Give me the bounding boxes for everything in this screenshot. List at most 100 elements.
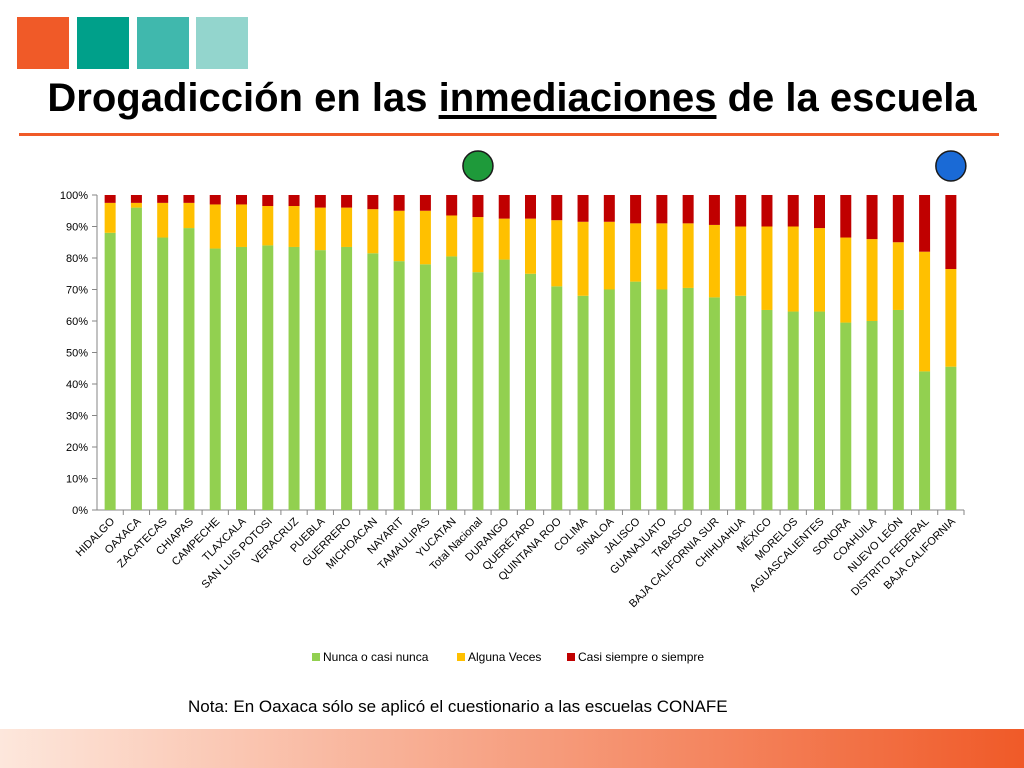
bar-3 xyxy=(735,195,747,227)
bar-3 xyxy=(761,195,773,227)
bar-1 xyxy=(761,309,773,510)
bar-1 xyxy=(787,311,799,510)
bar-3 xyxy=(603,195,615,222)
bar-1 xyxy=(708,297,720,510)
bar-2 xyxy=(630,223,642,282)
bar-3 xyxy=(656,195,668,224)
bar-3 xyxy=(525,195,536,219)
footnote: Nota: En Oaxaca sólo se aplicó el cuesti… xyxy=(188,697,728,716)
bar-3 xyxy=(446,195,458,216)
decor-square-2 xyxy=(77,17,129,69)
bar-3 xyxy=(157,195,169,203)
title-rule xyxy=(19,133,999,136)
bar-2 xyxy=(814,228,825,312)
bar-3 xyxy=(341,195,353,208)
y-tick-label: 10% xyxy=(66,474,88,486)
bar-2 xyxy=(735,226,747,296)
bar-1 xyxy=(577,295,589,510)
bar-3 xyxy=(183,195,195,203)
bar-3 xyxy=(945,195,957,270)
y-tick-label: 20% xyxy=(66,442,88,454)
bar-1 xyxy=(840,322,852,510)
legend-swatch xyxy=(312,653,320,661)
bar-1 xyxy=(682,287,694,510)
stacked-bar-chart: 0%10%20%30%40%50%60%70%80%90%100%HIDALGO… xyxy=(60,150,967,664)
decor-square-3 xyxy=(137,17,189,69)
bar-3 xyxy=(630,195,642,224)
bar-2 xyxy=(341,207,353,247)
bar-3 xyxy=(288,195,300,207)
decor-square-1 xyxy=(17,17,69,69)
legend-label: Casi siempre o siempre xyxy=(578,650,704,664)
bar-2 xyxy=(945,269,957,367)
legend-label: Nunca o casi nunca xyxy=(323,650,429,664)
bar-1 xyxy=(419,264,431,510)
bar-2 xyxy=(603,221,615,290)
bar-2 xyxy=(551,220,563,287)
legend-swatch xyxy=(457,653,465,661)
bar-3 xyxy=(104,195,116,203)
bar-2 xyxy=(446,215,458,257)
bar-2 xyxy=(682,223,694,288)
marker-green-circle xyxy=(462,150,494,182)
bar-1 xyxy=(919,371,931,510)
y-tick-label: 0% xyxy=(72,505,88,517)
bar-1 xyxy=(525,273,536,510)
bar-2 xyxy=(209,204,221,249)
bar-1 xyxy=(367,253,379,510)
bar-1 xyxy=(209,248,221,511)
bar-1 xyxy=(314,250,326,510)
bar-3 xyxy=(236,195,247,205)
bar-2 xyxy=(787,226,799,312)
bar-1 xyxy=(130,207,142,510)
y-tick-label: 70% xyxy=(66,285,88,297)
bar-2 xyxy=(577,221,589,296)
y-tick-label: 30% xyxy=(66,411,88,423)
bar-3 xyxy=(866,195,878,240)
bar-3 xyxy=(472,195,484,218)
bar-1 xyxy=(603,289,615,510)
bar-1 xyxy=(341,246,353,510)
bar-3 xyxy=(367,195,379,210)
bar-1 xyxy=(157,237,169,510)
bar-3 xyxy=(209,195,221,205)
bar-2 xyxy=(840,237,852,323)
legend-label: Alguna Veces xyxy=(468,650,541,664)
bar-1 xyxy=(866,321,878,510)
bar-2 xyxy=(498,218,510,260)
bar-2 xyxy=(761,226,773,310)
bar-2 xyxy=(866,239,878,321)
bar-2 xyxy=(472,217,484,273)
bar-1 xyxy=(262,245,274,510)
bar-2 xyxy=(157,202,169,238)
bar-2 xyxy=(919,251,931,372)
bar-2 xyxy=(236,204,247,247)
bar-3 xyxy=(708,195,720,225)
bar-1 xyxy=(630,281,642,510)
legend-swatch xyxy=(567,653,575,661)
bar-2 xyxy=(130,202,142,208)
bar-1 xyxy=(945,366,957,510)
y-tick-label: 50% xyxy=(66,348,88,360)
y-tick-label: 100% xyxy=(60,190,88,202)
bar-3 xyxy=(840,195,852,238)
y-tick-label: 40% xyxy=(66,379,88,391)
bar-3 xyxy=(814,195,825,229)
bar-3 xyxy=(919,195,931,252)
bar-1 xyxy=(892,309,904,510)
bar-3 xyxy=(393,195,405,211)
bar-3 xyxy=(892,195,904,243)
bar-3 xyxy=(682,195,694,224)
slide-title: Drogadicción en las inmediaciones de la … xyxy=(47,76,977,120)
y-tick-label: 60% xyxy=(66,316,88,328)
bar-1 xyxy=(814,311,825,510)
bar-2 xyxy=(525,218,536,274)
bar-3 xyxy=(314,195,326,208)
bar-1 xyxy=(288,246,300,510)
bar-2 xyxy=(314,207,326,251)
bar-2 xyxy=(288,206,300,247)
bar-2 xyxy=(183,202,195,229)
bar-2 xyxy=(708,224,720,298)
bar-1 xyxy=(393,261,405,510)
bar-2 xyxy=(892,242,904,310)
